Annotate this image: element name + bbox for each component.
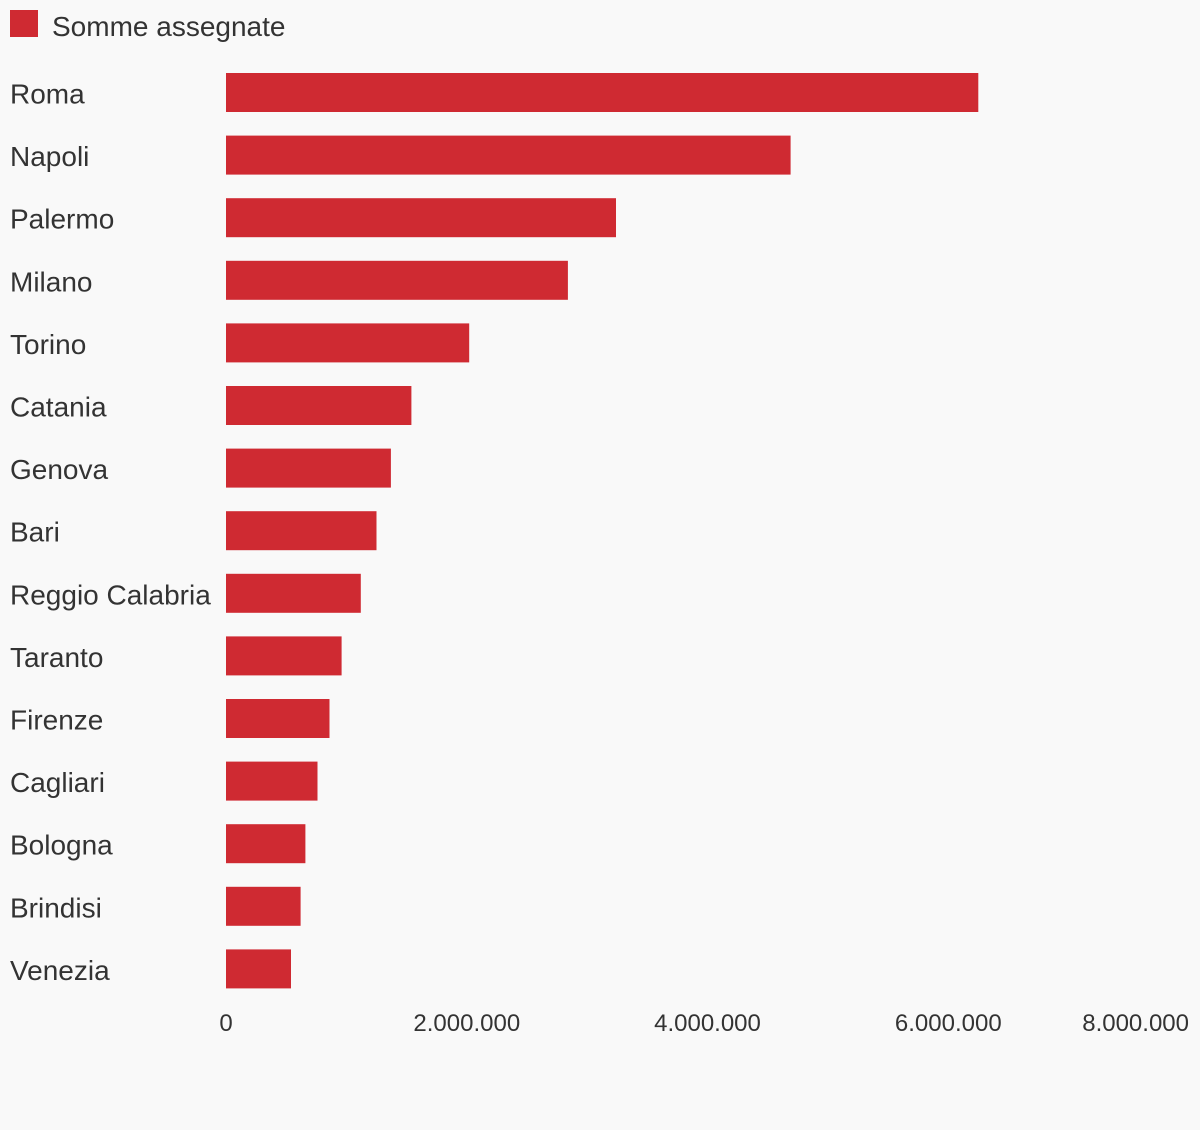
bar-genova	[226, 448, 391, 488]
bar-cagliari	[226, 761, 318, 801]
category-label: Cagliari	[10, 767, 105, 798]
bar-palermo	[226, 198, 616, 238]
category-label: Genova	[10, 454, 108, 485]
x-tick-label: 2.000.000	[413, 1010, 520, 1037]
bar-torino	[226, 323, 470, 363]
category-label: Milano	[10, 266, 92, 297]
bar-brindisi	[226, 886, 301, 926]
bar-bologna	[226, 824, 306, 864]
bars-group	[226, 73, 979, 989]
bar-catania	[226, 386, 412, 425]
x-tick-label: 8.000.000	[1082, 1010, 1189, 1037]
x-axis-tick-labels: 0 2.000.000 4.000.000 6.000.000 8.000.000	[219, 1010, 1189, 1037]
bar-firenze	[226, 699, 330, 738]
category-labels: Roma Napoli Palermo Milano Torino Catania Geno…	[10, 79, 211, 986]
category-label: Bologna	[10, 830, 113, 861]
x-tick-label: 6.000.000	[895, 1010, 1002, 1037]
bar-napoli	[226, 135, 791, 175]
x-tick-label: 0	[219, 1010, 232, 1037]
category-label: Venezia	[10, 955, 110, 986]
category-label: Torino	[10, 329, 86, 360]
legend-label: Somme assegnate	[52, 11, 285, 42]
category-label: Brindisi	[10, 892, 102, 923]
category-label: Catania	[10, 392, 107, 423]
category-label: Reggio Calabria	[10, 579, 211, 610]
legend: Somme assegnate	[10, 10, 285, 42]
category-label: Napoli	[10, 141, 89, 172]
category-label: Taranto	[10, 642, 103, 673]
legend-swatch	[10, 10, 38, 37]
bar-bari	[226, 511, 377, 551]
category-label: Firenze	[10, 705, 103, 736]
bar-taranto	[226, 636, 342, 676]
bar-milano	[226, 260, 568, 300]
category-label: Roma	[10, 79, 85, 110]
bar-venezia	[226, 949, 291, 989]
x-tick-label: 4.000.000	[654, 1010, 761, 1037]
bar-roma	[226, 73, 979, 112]
category-label: Bari	[10, 517, 60, 548]
category-label: Palermo	[10, 204, 114, 235]
bar-reggio-calabria	[226, 573, 361, 613]
